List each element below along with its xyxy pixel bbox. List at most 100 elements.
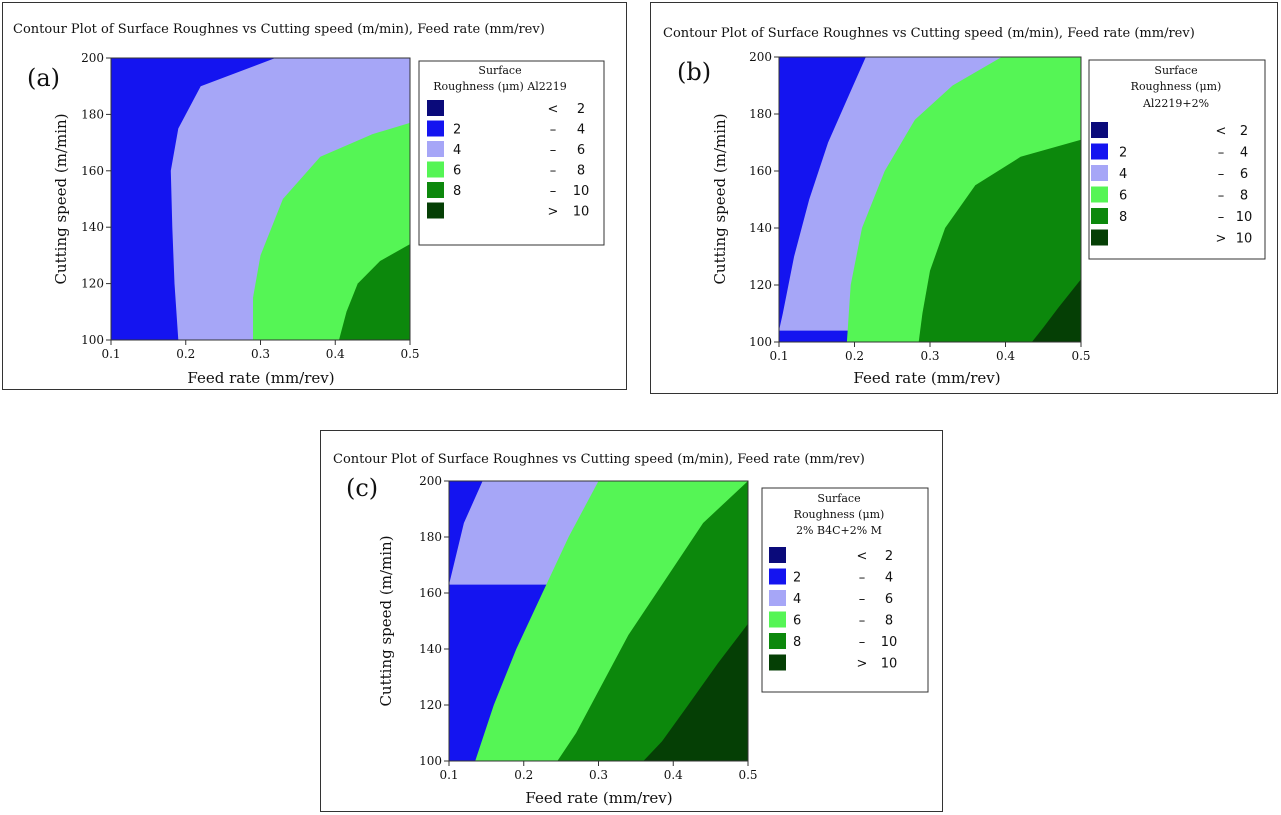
x-tick-label: 0.4 xyxy=(326,347,345,361)
legend-low: 4 xyxy=(453,143,461,158)
legend-title: Roughness (μm) xyxy=(1131,80,1222,93)
legend: Surface Roughness (μm) Al2219 < 2 2 – 4 4 – 6 6 – 8 8… xyxy=(418,60,605,246)
legend-symbol: – xyxy=(859,635,866,650)
y-tick-label: 160 xyxy=(749,164,772,178)
legend-low: 2 xyxy=(793,571,801,586)
legend-high: 2 xyxy=(577,102,585,117)
legend-symbol: > xyxy=(857,657,868,672)
legend-low: 6 xyxy=(1119,189,1127,204)
y-tick-label: 200 xyxy=(419,474,442,488)
legend-swatch xyxy=(1091,143,1108,160)
legend-swatch xyxy=(769,633,786,649)
x-tick-label: 0.3 xyxy=(251,347,270,361)
y-tick-label: 180 xyxy=(749,107,772,121)
legend-high: 6 xyxy=(577,143,585,158)
contour-region xyxy=(779,57,1081,342)
legend-swatch xyxy=(427,100,444,116)
legend-symbol: – xyxy=(550,164,557,179)
panel-label: (c) xyxy=(346,474,378,502)
legend-high: 10 xyxy=(881,635,898,650)
y-tick-label: 100 xyxy=(419,754,442,768)
y-axis-label: Cutting speed (m/min) xyxy=(52,113,70,284)
legend-symbol: – xyxy=(550,143,557,158)
contour-band xyxy=(339,244,410,340)
legend-low: 2 xyxy=(453,123,461,138)
contour-region xyxy=(111,58,410,340)
legend-symbol: – xyxy=(859,592,866,607)
x-tick-label: 0.1 xyxy=(769,349,788,363)
y-tick-label: 200 xyxy=(749,50,772,64)
x-tick-label: 0.5 xyxy=(400,347,419,361)
y-axis-label: Cutting speed (m/min) xyxy=(711,113,729,284)
legend-symbol: – xyxy=(550,184,557,199)
legend-low: 2 xyxy=(1119,146,1127,161)
y-tick-label: 120 xyxy=(81,277,104,291)
legend-symbol: < xyxy=(1216,124,1227,139)
x-tick-label: 0.3 xyxy=(920,349,939,363)
legend-swatch xyxy=(1091,165,1108,181)
legend-high: 6 xyxy=(1240,167,1248,182)
legend-title: Surface xyxy=(817,492,860,505)
y-tick-label: 160 xyxy=(81,164,104,178)
legend-box xyxy=(1088,59,1266,260)
legend-title: Roughness (μm) Al2219 xyxy=(433,80,567,93)
legend-high: 10 xyxy=(1236,232,1253,247)
legend-swatch xyxy=(1091,186,1108,203)
legend-low: 4 xyxy=(793,592,801,607)
y-axis-label: Cutting speed (m/min) xyxy=(377,535,395,706)
legend-swatch xyxy=(769,611,786,628)
legend-low: 6 xyxy=(453,164,461,179)
legend-symbol: > xyxy=(548,205,559,220)
legend-swatch xyxy=(769,590,786,606)
legend-low: 8 xyxy=(793,635,801,650)
legend-symbol: – xyxy=(550,123,557,138)
x-tick-label: 0.4 xyxy=(996,349,1015,363)
legend-swatch xyxy=(1091,208,1108,224)
chart-title: Contour Plot of Surface Roughnes vs Cutt… xyxy=(13,22,545,37)
legend-high: 4 xyxy=(1240,146,1248,161)
legend-symbol: – xyxy=(1218,146,1225,161)
x-tick-label: 0.5 xyxy=(1071,349,1090,363)
contour-panel-a: Contour Plot of Surface Roughnes vs Cutt… xyxy=(2,2,627,390)
legend-symbol: < xyxy=(548,102,559,117)
legend-high: 8 xyxy=(885,614,893,629)
legend-high: 10 xyxy=(1236,210,1253,225)
y-tick-label: 140 xyxy=(81,220,104,234)
y-tick-label: 120 xyxy=(749,278,772,292)
contour-band xyxy=(1031,279,1081,342)
legend-high: 6 xyxy=(885,592,893,607)
x-tick-label: 0.1 xyxy=(101,347,120,361)
legend-swatch xyxy=(769,568,786,585)
contour-panel-c: Contour Plot of Surface Roughnes vs Cutt… xyxy=(320,430,943,812)
y-tick-label: 100 xyxy=(81,333,104,347)
x-tick-label: 0.1 xyxy=(439,768,458,782)
legend-high: 8 xyxy=(1240,189,1248,204)
legend-swatch xyxy=(769,547,786,563)
contour-chart-a: Contour Plot of Surface Roughnes vs Cutt… xyxy=(13,22,605,387)
legend-swatch xyxy=(427,120,444,137)
contour-panel-b: Contour Plot of Surface Roughnes vs Cutt… xyxy=(650,2,1278,394)
y-tick-label: 200 xyxy=(81,51,104,65)
legend-symbol: < xyxy=(857,549,868,564)
legend-swatch xyxy=(427,161,444,178)
panel-label: (a) xyxy=(27,64,60,92)
y-tick-label: 140 xyxy=(749,221,772,235)
legend-symbol: – xyxy=(1218,189,1225,204)
legend-high: 2 xyxy=(1240,124,1248,139)
x-axis-label: Feed rate (mm/rev) xyxy=(187,369,334,387)
legend-swatch xyxy=(427,182,444,198)
legend-high: 2 xyxy=(885,549,893,564)
legend-symbol: – xyxy=(1218,210,1225,225)
y-tick-label: 180 xyxy=(81,107,104,121)
legend-title: Roughness (μm) xyxy=(794,508,885,521)
legend-high: 4 xyxy=(577,123,585,138)
legend-title: 2% B4C+2% M xyxy=(796,524,882,537)
legend-symbol: – xyxy=(1218,167,1225,182)
contour-region xyxy=(449,481,748,761)
chart-title: Contour Plot of Surface Roughnes vs Cutt… xyxy=(663,26,1195,41)
legend-swatch xyxy=(427,141,444,157)
contour-band xyxy=(643,623,748,761)
legend-high: 10 xyxy=(573,184,590,199)
x-axis-label: Feed rate (mm/rev) xyxy=(853,369,1000,387)
